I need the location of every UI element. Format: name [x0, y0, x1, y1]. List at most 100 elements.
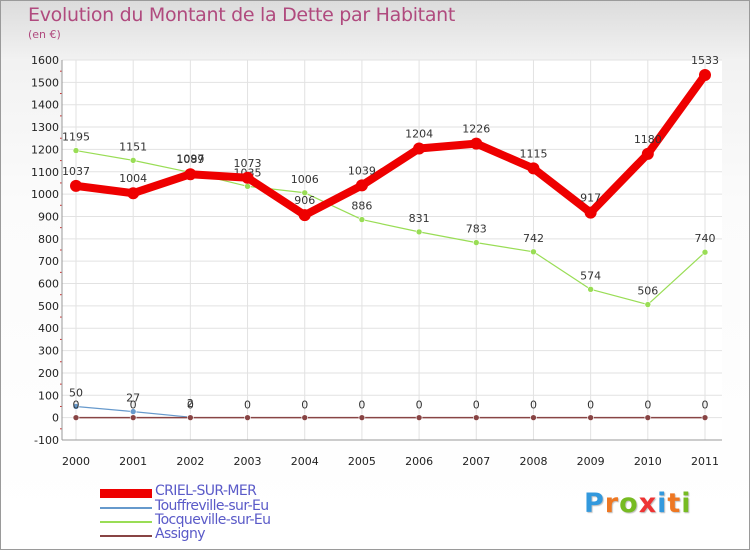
data-label-assigny: 0 — [301, 399, 308, 412]
data-point-assigny — [244, 414, 251, 421]
data-point-criel-sur-mer — [127, 187, 140, 200]
data-label-assigny: 0 — [358, 399, 365, 412]
data-point-criel-sur-mer — [184, 168, 197, 181]
y-tick-label: 1100 — [31, 166, 59, 179]
data-label-assigny: 0 — [530, 399, 537, 412]
y-tick-label: 1600 — [31, 54, 59, 67]
y-tick-label: 600 — [38, 278, 59, 291]
y-tick-label: 1300 — [31, 121, 59, 134]
y-tick-label: 1000 — [31, 188, 59, 201]
data-label-tocqueville-sur-eu: 742 — [523, 232, 544, 245]
data-label-tocqueville-sur-eu: 574 — [580, 269, 601, 282]
logo-letter: t — [667, 488, 682, 519]
data-label-assigny: 0 — [244, 399, 251, 412]
legend-label: CRIEL-SUR-MER — [155, 483, 257, 499]
x-tick-label: 2006 — [405, 455, 433, 468]
data-point-tocqueville-sur-eu — [244, 182, 251, 190]
data-point-tocqueville-sur-eu — [301, 189, 309, 197]
series-line-tocqueville-sur-eu — [75, 149, 706, 306]
x-tick-label: 2011 — [691, 455, 719, 468]
y-tick-label: 100 — [38, 389, 59, 402]
chart-title: Evolution du Montant de la Dette par Hab… — [28, 4, 456, 26]
data-label-tocqueville-sur-eu: 1151 — [119, 140, 147, 153]
y-tick-label: 200 — [38, 367, 59, 380]
chart-unit-label: (en €) — [28, 28, 61, 41]
data-label-tocqueville-sur-eu: 783 — [466, 223, 487, 236]
data-label-criel-sur-mer: 1039 — [348, 164, 376, 177]
legend-swatch — [100, 521, 152, 523]
data-label-assigny: 0 — [473, 399, 480, 412]
data-label-tocqueville-sur-eu: 1006 — [291, 173, 319, 186]
data-point-criel-sur-mer — [241, 171, 254, 184]
y-tick-label: 300 — [38, 345, 59, 358]
x-tick-label: 2001 — [119, 455, 147, 468]
logo-letter: i — [681, 488, 692, 519]
plot-area — [62, 60, 722, 440]
data-point-assigny — [358, 414, 366, 421]
data-label-assigny: 0 — [587, 399, 594, 412]
data-point-assigny — [701, 414, 709, 421]
data-point-criel-sur-mer — [699, 68, 711, 81]
x-tick-label: 2000 — [62, 455, 90, 468]
data-point-assigny — [644, 414, 652, 421]
data-label-criel-sur-mer: 1089 — [176, 153, 204, 166]
data-label-criel-sur-mer: 1004 — [119, 172, 147, 185]
data-point-assigny — [530, 414, 537, 421]
data-label-assigny: 0 — [130, 399, 137, 412]
data-label-criel-sur-mer: 1073 — [234, 157, 262, 170]
data-point-criel-sur-mer — [584, 206, 597, 219]
legend-label: Assigny — [155, 526, 206, 542]
y-tick-label: 0 — [52, 412, 59, 425]
data-point-assigny — [472, 414, 480, 421]
data-label-touffreville-sur-eu: 2 — [187, 397, 194, 410]
series-line-criel-sur-mer — [72, 70, 709, 220]
x-tick-label: 2008 — [519, 455, 547, 468]
data-label-touffreville-sur-eu: 27 — [126, 392, 140, 405]
data-point-tocqueville-sur-eu — [358, 216, 366, 223]
data-label-criel-sur-mer: 1115 — [519, 147, 547, 160]
data-label-assigny: 0 — [702, 399, 709, 412]
data-label-assigny: 0 — [73, 399, 80, 412]
data-point-assigny — [301, 414, 309, 421]
data-point-criel-sur-mer — [298, 209, 311, 222]
logo-letter: r — [604, 488, 620, 519]
data-point-assigny — [129, 414, 137, 421]
y-tick-label: 800 — [38, 233, 59, 246]
logo-letter: o — [619, 488, 639, 519]
data-point-tocqueville-sur-eu — [472, 239, 480, 246]
legend-swatch — [100, 535, 152, 537]
data-label-assigny: 0 — [187, 399, 194, 412]
data-point-tocqueville-sur-eu — [415, 228, 423, 236]
data-label-tocqueville-sur-eu: 740 — [695, 232, 716, 245]
data-label-criel-sur-mer: 1204 — [405, 128, 433, 141]
data-label-tocqueville-sur-eu: 1195 — [62, 131, 90, 144]
proxiti-logo: Proxiti — [584, 488, 692, 519]
data-point-assigny — [187, 414, 194, 421]
data-point-criel-sur-mer — [70, 179, 82, 192]
y-tick-label: 400 — [38, 322, 59, 335]
y-tick-label: 1200 — [31, 143, 59, 156]
logo-letter: P — [584, 488, 605, 519]
data-point-criel-sur-mer — [413, 142, 426, 155]
data-label-criel-sur-mer: 1533 — [691, 54, 719, 67]
data-point-tocqueville-sur-eu — [129, 157, 137, 164]
y-tick-label: 1400 — [31, 99, 59, 112]
x-tick-label: 2003 — [234, 455, 262, 468]
data-point-criel-sur-mer — [470, 137, 483, 150]
y-tick-label: 500 — [38, 300, 59, 313]
data-label-criel-sur-mer: 906 — [294, 194, 315, 207]
logo-letter: x — [638, 488, 658, 519]
data-label-touffreville-sur-eu: 50 — [69, 386, 83, 399]
data-point-assigny — [587, 414, 594, 421]
x-tick-label: 2004 — [291, 455, 319, 468]
data-point-criel-sur-mer — [641, 147, 654, 160]
x-tick-label: 2007 — [462, 455, 490, 468]
data-point-tocqueville-sur-eu — [530, 248, 537, 256]
data-label-tocqueville-sur-eu: 1097 — [176, 152, 204, 165]
data-point-assigny — [415, 414, 423, 421]
y-tick-label: 900 — [38, 210, 59, 223]
data-point-criel-sur-mer — [527, 162, 540, 175]
data-label-criel-sur-mer: 1226 — [462, 123, 490, 136]
data-point-tocqueville-sur-eu — [587, 286, 594, 293]
x-tick-label: 2009 — [577, 455, 605, 468]
